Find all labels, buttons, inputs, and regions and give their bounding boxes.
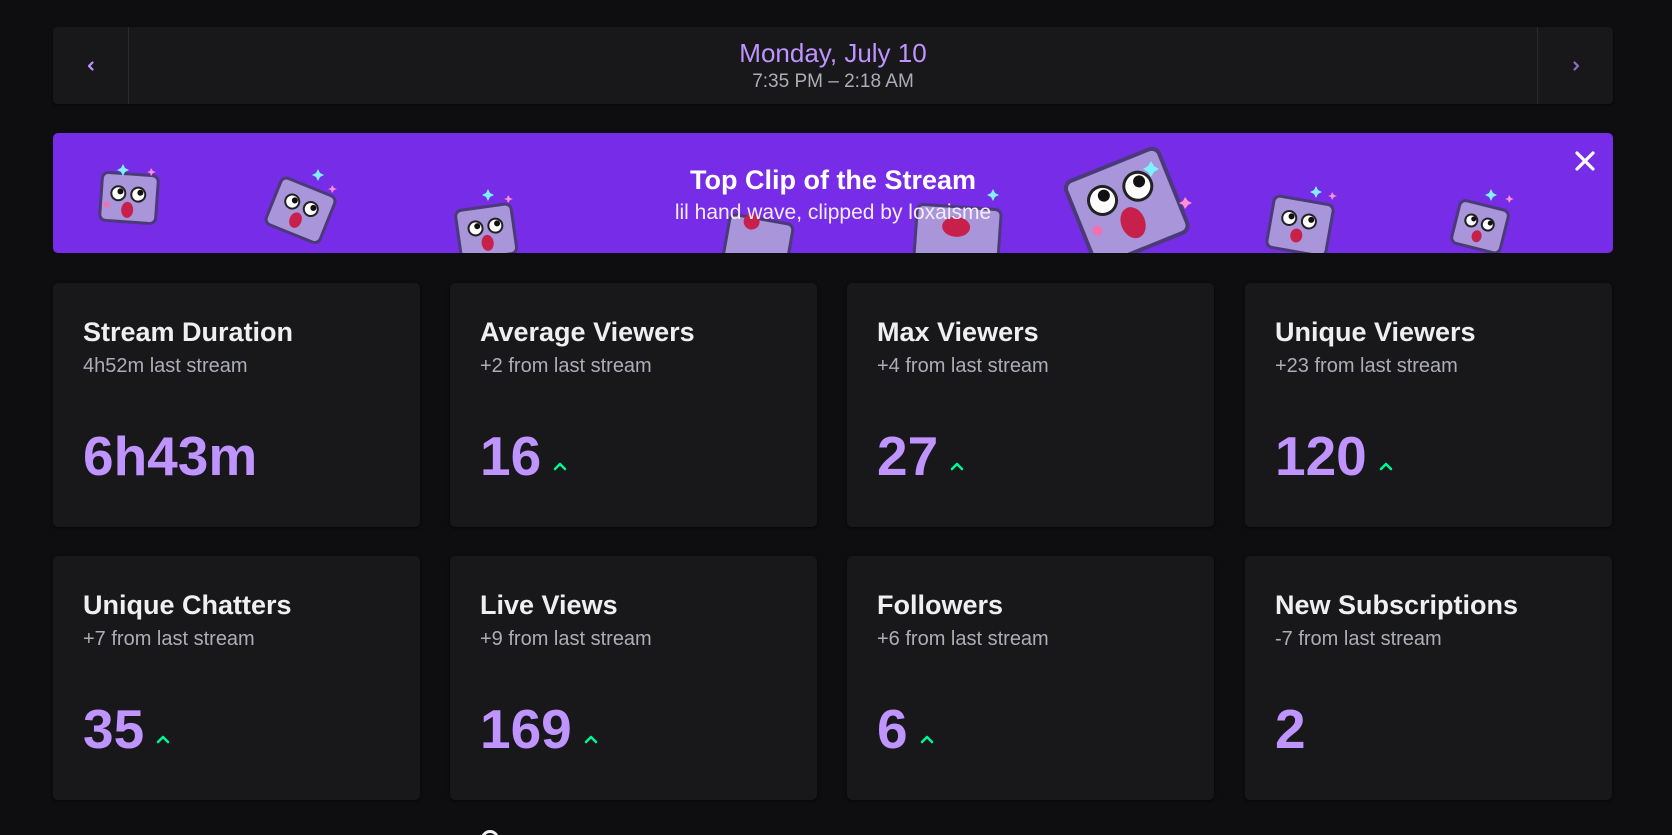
stat-value: 16 <box>480 425 542 487</box>
stat-comparison: +4 from last stream <box>877 355 1049 377</box>
stat-title: Live Views <box>480 590 618 620</box>
stat-title: Stream Duration <box>83 317 294 347</box>
close-banner-button[interactable] <box>1569 145 1601 177</box>
stat-comparison: +2 from last stream <box>480 355 652 377</box>
stat-card-live-views: Live Views +9 from last stream 169 <box>450 556 817 800</box>
stat-title: Average Viewers <box>480 317 695 347</box>
stat-comparison: +23 from last stream <box>1275 355 1458 377</box>
stat-comparison: +7 from last stream <box>83 628 255 650</box>
circle-icon <box>481 830 499 835</box>
trend-up-icon <box>553 462 567 471</box>
emote-decoration <box>264 169 337 245</box>
emote-decoration <box>720 213 795 253</box>
stat-title: Unique Viewers <box>1275 317 1476 347</box>
close-icon <box>1575 151 1595 171</box>
stat-value: 6 <box>877 698 908 760</box>
chevron-left-icon <box>87 60 94 71</box>
stat-value: 6h43m <box>83 425 258 487</box>
stat-value: 27 <box>877 425 939 487</box>
stat-comparison: +6 from last stream <box>877 628 1049 650</box>
stat-value: 120 <box>1275 425 1367 487</box>
trend-up-icon <box>156 735 170 744</box>
stat-value: 2 <box>1275 698 1306 760</box>
emote-decoration <box>454 189 519 253</box>
stat-card-unique-viewers: Unique Viewers +23 from last stream 120 <box>1245 283 1612 527</box>
stat-title: Followers <box>877 590 1004 620</box>
stat-value: 169 <box>480 698 572 760</box>
stat-comparison: -7 from last stream <box>1275 628 1442 650</box>
banner-text: Top Clip of the Stream lil hand wave, cl… <box>53 163 1613 226</box>
stat-card-average-viewers: Average Viewers +2 from last stream 16 <box>450 283 817 527</box>
stat-card-followers: Followers +6 from last stream 6 <box>847 556 1214 800</box>
trend-up-icon <box>1379 462 1393 471</box>
stat-card-unique-chatters: Unique Chatters +7 from last stream 35 <box>53 556 420 800</box>
stat-title: Unique Chatters <box>83 590 292 620</box>
stat-card-max-viewers: Max Viewers +4 from last stream 27 <box>847 283 1214 527</box>
trend-up-icon <box>920 735 933 744</box>
stat-card-stream-duration: Stream Duration 4h52m last stream 6h43m <box>53 283 420 527</box>
emote-decoration <box>98 164 160 225</box>
previous-stream-button[interactable] <box>53 27 129 104</box>
stream-time-range: 7:35 PM – 2:18 AM <box>752 71 914 92</box>
stat-title: New Subscriptions <box>1275 590 1519 620</box>
trend-up-icon <box>950 462 964 471</box>
top-clip-banner[interactable]: Top Clip of the Stream lil hand wave, cl… <box>53 133 1613 253</box>
stat-title: Max Viewers <box>877 317 1039 347</box>
stat-comparison: +9 from last stream <box>480 628 652 650</box>
banner-subtitle: lil hand wave, clipped by loxaisme <box>674 201 992 224</box>
chevron-right-icon <box>1572 60 1579 71</box>
date-navigator: Monday, July 10 7:35 PM – 2:18 AM <box>53 27 1613 104</box>
emote-decoration <box>1265 186 1337 253</box>
next-stream-button[interactable] <box>1537 27 1613 104</box>
date-display: Monday, July 10 7:35 PM – 2:18 AM <box>129 27 1537 104</box>
banner-title: Top Clip of the Stream <box>689 165 976 195</box>
emote-decoration <box>911 189 1003 253</box>
stat-comparison: 4h52m last stream <box>83 355 248 377</box>
emote-decoration <box>1450 189 1514 253</box>
stat-value: 35 <box>83 698 145 760</box>
emote-decoration <box>1063 146 1192 253</box>
stream-date: Monday, July 10 <box>739 38 927 68</box>
stat-card-new-subscriptions: New Subscriptions -7 from last stream 2 <box>1245 556 1612 800</box>
trend-up-icon <box>584 735 598 744</box>
